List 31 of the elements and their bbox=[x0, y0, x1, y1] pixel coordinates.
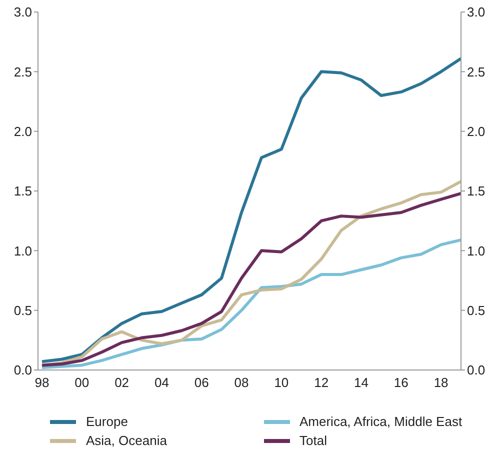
x-tick-label: 02 bbox=[114, 375, 130, 390]
y2-tick-label: 2.5 bbox=[467, 64, 486, 80]
x-tick-label: 10 bbox=[274, 375, 289, 390]
y2-tick-label: 1.5 bbox=[467, 184, 486, 199]
y-tick-label: 0.5 bbox=[14, 302, 32, 318]
line-series bbox=[40, 238, 462, 370]
legend-label: Asia, Oceania bbox=[86, 433, 167, 448]
y-tick-label: 2.5 bbox=[14, 64, 32, 80]
y-tick-label: 1.0 bbox=[14, 243, 32, 258]
y2-tick-label: 2.0 bbox=[467, 124, 486, 139]
x-tick-label: 12 bbox=[314, 375, 329, 390]
legend-label: Europe bbox=[86, 414, 128, 429]
y-tick-label: 0.0 bbox=[14, 362, 32, 378]
y2-tick-label: 3.0 bbox=[467, 4, 486, 20]
y2-tick-label: 1.0 bbox=[467, 243, 486, 258]
y-tick-label: 2.0 bbox=[14, 124, 32, 139]
x-tick-label: 16 bbox=[394, 375, 408, 390]
x-tick-label: 14 bbox=[354, 375, 368, 390]
x-tick-label: 04 bbox=[154, 375, 169, 390]
legend-label: America, Africa, Middle East bbox=[300, 414, 462, 429]
y2-tick-label: 0.0 bbox=[467, 362, 486, 378]
x-tick-label: 08 bbox=[234, 375, 249, 390]
y-tick-label: 1.5 bbox=[14, 184, 32, 199]
legend-label: Total bbox=[300, 433, 327, 448]
line-series bbox=[40, 57, 462, 364]
x-tick-label: 18 bbox=[434, 375, 448, 390]
y-tick-label: 3.0 bbox=[14, 4, 32, 20]
x-tick-label: 00 bbox=[74, 375, 90, 390]
x-tick-label: 98 bbox=[34, 375, 50, 390]
y2-tick-label: 0.5 bbox=[467, 302, 486, 318]
x-tick-label: 06 bbox=[194, 375, 209, 390]
